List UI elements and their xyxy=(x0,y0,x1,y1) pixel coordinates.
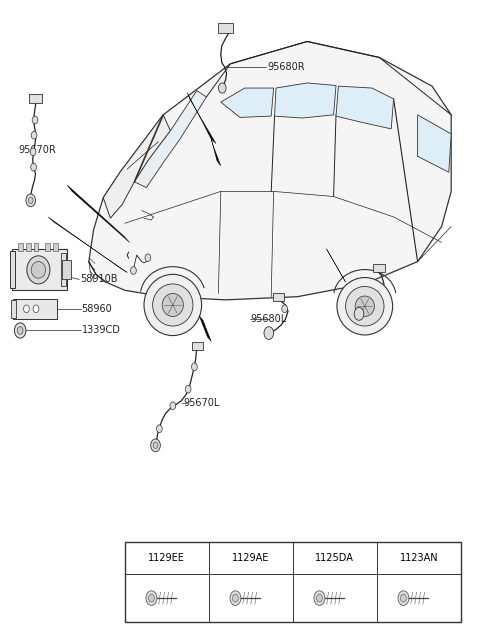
Circle shape xyxy=(26,194,36,207)
Polygon shape xyxy=(326,249,346,282)
Text: 58910B: 58910B xyxy=(81,274,118,285)
Circle shape xyxy=(146,591,157,605)
Bar xyxy=(61,253,66,286)
Circle shape xyxy=(33,305,39,313)
Circle shape xyxy=(31,163,36,171)
Polygon shape xyxy=(211,139,221,166)
Ellipse shape xyxy=(153,284,193,326)
Text: 95670L: 95670L xyxy=(183,398,220,408)
Text: 95680L: 95680L xyxy=(251,314,287,324)
Bar xyxy=(192,342,203,350)
Ellipse shape xyxy=(346,286,384,326)
Text: 58960: 58960 xyxy=(82,304,112,314)
Circle shape xyxy=(32,116,38,124)
Bar xyxy=(53,243,58,251)
Bar xyxy=(10,251,15,288)
Circle shape xyxy=(156,425,162,433)
Circle shape xyxy=(185,385,191,393)
Circle shape xyxy=(314,591,325,605)
Text: 95670R: 95670R xyxy=(18,145,56,155)
Bar xyxy=(12,249,67,290)
Circle shape xyxy=(316,594,323,602)
Bar xyxy=(373,264,385,272)
Polygon shape xyxy=(134,91,206,188)
Circle shape xyxy=(398,591,409,605)
Text: 1129AE: 1129AE xyxy=(232,553,269,563)
Circle shape xyxy=(148,594,155,602)
Circle shape xyxy=(153,442,158,449)
Circle shape xyxy=(14,323,26,338)
Polygon shape xyxy=(275,83,336,118)
Text: 1123AN: 1123AN xyxy=(399,553,438,563)
Circle shape xyxy=(218,83,226,93)
Polygon shape xyxy=(48,217,127,272)
Polygon shape xyxy=(336,86,394,129)
Bar xyxy=(11,300,16,318)
Polygon shape xyxy=(221,88,274,117)
Circle shape xyxy=(192,363,197,371)
Circle shape xyxy=(400,594,407,602)
Bar xyxy=(34,243,38,251)
Circle shape xyxy=(232,594,239,602)
Circle shape xyxy=(151,439,160,452)
Circle shape xyxy=(230,591,241,605)
Polygon shape xyxy=(418,115,451,172)
Bar xyxy=(62,260,71,279)
Text: 95680R: 95680R xyxy=(268,62,305,72)
Circle shape xyxy=(354,308,364,320)
Text: 1129EE: 1129EE xyxy=(148,553,185,563)
Bar xyxy=(45,243,50,251)
Circle shape xyxy=(131,267,136,274)
Circle shape xyxy=(282,305,288,313)
Ellipse shape xyxy=(27,256,50,284)
Bar xyxy=(29,94,42,103)
Polygon shape xyxy=(103,115,170,218)
Circle shape xyxy=(24,305,29,313)
Polygon shape xyxy=(199,316,211,341)
Bar xyxy=(125,542,461,622)
Polygon shape xyxy=(67,185,130,242)
Circle shape xyxy=(145,254,151,262)
Polygon shape xyxy=(187,93,216,144)
Ellipse shape xyxy=(355,296,374,316)
Circle shape xyxy=(17,327,23,334)
Bar xyxy=(13,299,57,319)
Text: 1125DA: 1125DA xyxy=(315,553,354,563)
Bar xyxy=(218,23,233,33)
Text: 1339CD: 1339CD xyxy=(82,325,120,336)
Circle shape xyxy=(30,148,36,156)
Ellipse shape xyxy=(144,274,202,336)
Bar xyxy=(273,293,284,301)
Circle shape xyxy=(170,402,176,410)
Ellipse shape xyxy=(162,293,183,316)
Ellipse shape xyxy=(337,278,393,335)
Polygon shape xyxy=(89,41,451,300)
Circle shape xyxy=(264,327,274,339)
Circle shape xyxy=(28,197,33,204)
Bar xyxy=(26,243,31,251)
Bar xyxy=(18,243,23,251)
Ellipse shape xyxy=(31,262,46,278)
Circle shape xyxy=(31,131,37,139)
